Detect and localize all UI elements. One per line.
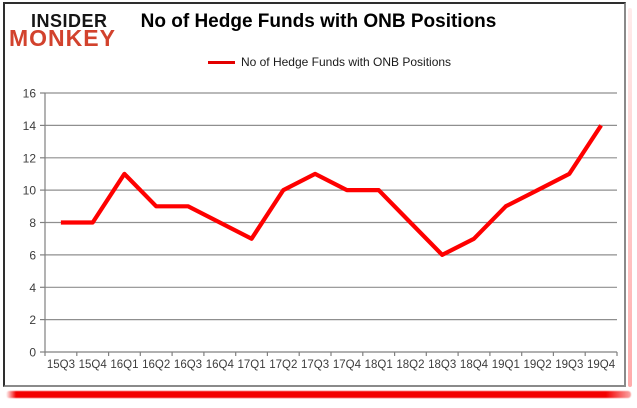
x-axis-tick-label: 15Q3 xyxy=(47,359,75,371)
x-axis-tick-label: 18Q1 xyxy=(365,359,393,371)
y-axis-tick-label: 2 xyxy=(29,313,36,327)
x-axis-tick-label: 19Q4 xyxy=(587,359,616,371)
y-axis-tick-label: 4 xyxy=(29,281,36,295)
chart-frame xyxy=(3,2,626,387)
x-axis-tick-label: 17Q4 xyxy=(333,359,362,371)
chart-title: No of Hedge Funds with ONB Positions xyxy=(140,11,497,32)
series-line xyxy=(60,124,603,257)
y-axis-tick-label: 12 xyxy=(23,151,37,165)
x-axis-tick-label: 16Q1 xyxy=(110,359,138,371)
legend-line-swatch xyxy=(207,60,235,64)
y-axis-tick-label: 8 xyxy=(29,216,36,230)
insider-monkey-logo-monkey: MONKEY xyxy=(9,25,116,51)
y-axis-tick-label: 16 xyxy=(23,87,37,101)
legend: No of Hedge Funds with ONB Positions xyxy=(11,56,637,68)
legend-label: No of Hedge Funds with ONB Positions xyxy=(240,55,452,69)
x-axis-tick-label: 15Q4 xyxy=(79,359,108,371)
x-axis-tick-label: 19Q2 xyxy=(524,359,552,371)
y-axis-tick-label: 0 xyxy=(29,346,36,360)
x-axis-tick-label: 19Q3 xyxy=(555,359,583,371)
x-axis-tick-label: 18Q3 xyxy=(428,359,456,371)
y-axis-tick-label: 14 xyxy=(23,119,37,133)
y-axis-tick-label: 6 xyxy=(29,248,36,262)
red-shadow-bar xyxy=(6,391,631,398)
x-axis-tick-label: 16Q3 xyxy=(174,359,202,371)
insider-monkey-logo-insider: INSIDER xyxy=(31,11,108,31)
y-axis-tick-label: 10 xyxy=(23,184,37,198)
x-axis-tick-label: 17Q2 xyxy=(269,359,297,371)
x-axis-tick-label: 18Q4 xyxy=(460,359,489,371)
x-axis-tick-label: 17Q3 xyxy=(301,359,329,371)
x-axis-tick-label: 16Q4 xyxy=(206,359,235,371)
x-axis-tick-label: 16Q2 xyxy=(142,359,170,371)
x-axis-tick-label: 18Q2 xyxy=(396,359,424,371)
x-axis-tick-label: 17Q1 xyxy=(238,359,266,371)
pink-edge-stripe xyxy=(628,8,632,387)
x-axis-tick-label: 19Q1 xyxy=(492,359,520,371)
